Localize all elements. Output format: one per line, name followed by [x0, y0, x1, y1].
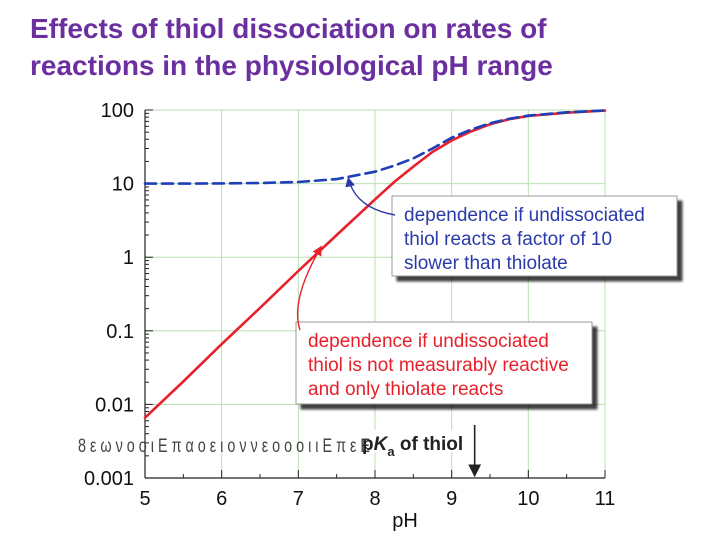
chart-title-line1: Effects of thiol dissociation on rates o…	[30, 13, 547, 44]
chart-title-line2: reactions in the physiological pH range	[30, 50, 553, 81]
pka-label-suffix: of thiol	[395, 434, 464, 455]
x-tick-label: 10	[517, 488, 539, 510]
annotation-text: dependence if undissociated	[308, 331, 549, 352]
y-tick-label: 10	[112, 174, 134, 196]
pka-label-sub: a	[387, 444, 395, 459]
pka-marker: 8 ε ω ν ο ο ι Ε π α ο ε ι ο ν ν ε ο ο ο …	[78, 425, 482, 478]
annotation-text: and only thiolate reacts	[308, 379, 503, 400]
annotation-arrow	[345, 176, 396, 216]
y-tick-label: 0.001	[84, 468, 134, 490]
pka-label-p: p	[362, 434, 374, 455]
annotation-text: slower than thiolate	[404, 253, 568, 274]
y-tick-label: 0.01	[95, 394, 134, 416]
x-tick-label: 11	[595, 488, 616, 510]
y-tick-label: 1	[123, 247, 134, 269]
pka-overprint: 8 ε ω ν ο ο ι Ε π α ο ε ι ο ν ν ε ο ο ο …	[78, 436, 370, 457]
annotation-box	[295, 321, 593, 405]
x-tick-label: 6	[216, 488, 227, 510]
x-tick-label: 8	[369, 488, 380, 510]
x-tick-label: 5	[139, 488, 150, 510]
x-tick-label: 7	[293, 488, 304, 510]
pka-label-bg	[355, 430, 465, 452]
series-line-undissociated_slower	[143, 109, 607, 185]
pka-label-k: K	[374, 434, 389, 455]
annotation-text: dependence if undissociated	[404, 205, 645, 226]
chart-title: Effects of thiol dissociation on rates o…	[30, 10, 690, 84]
annotations: dependence if undissociated thiol reacts …	[78, 176, 678, 478]
annotation-text: thiol is not measurably reactive	[308, 355, 569, 376]
annot-solid: dependence if undissociated thiol is not …	[295, 245, 593, 405]
annotation-text: thiol reacts a factor of 10	[404, 229, 612, 250]
axes: 5 6 7 8 9 10 11 100 10 1 0.1 0.01 0.001 pH	[84, 100, 615, 532]
annotation-box	[391, 195, 678, 277]
pka-label: pKa of thiol	[362, 434, 463, 459]
y-tick-label: 0.1	[106, 321, 134, 343]
y-tick-label: 100	[101, 100, 134, 122]
series	[143, 109, 607, 419]
annotation-arrow	[296, 245, 322, 331]
x-axis-label: pH	[392, 510, 418, 532]
annot-dashed: dependence if undissociated thiol reacts …	[345, 176, 678, 277]
grid	[144, 109, 606, 479]
x-tick-label: 9	[446, 488, 457, 510]
